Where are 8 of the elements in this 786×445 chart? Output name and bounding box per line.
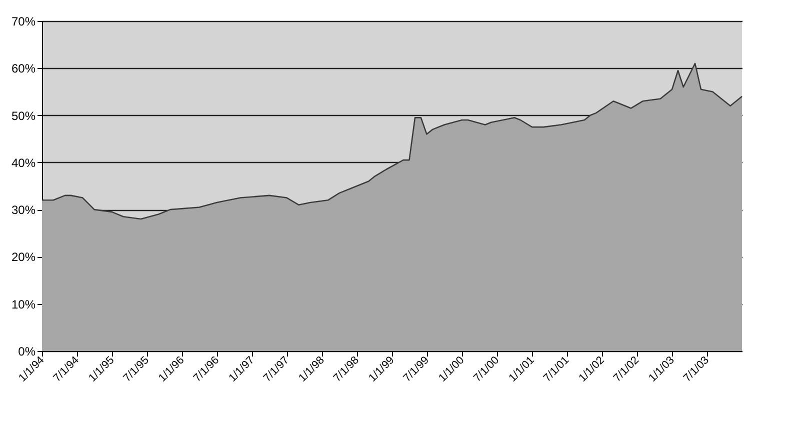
y-tick-label: 50% [11, 108, 36, 123]
y-tick-label: 30% [11, 203, 36, 218]
y-tick-label: 70% [11, 14, 36, 28]
y-tick-label: 20% [11, 250, 36, 264]
y-tick-label: 60% [11, 62, 36, 76]
y-tick-label: 0% [18, 344, 36, 358]
y-tick-label: 40% [11, 156, 36, 170]
y-tick-label: 10% [11, 297, 36, 312]
